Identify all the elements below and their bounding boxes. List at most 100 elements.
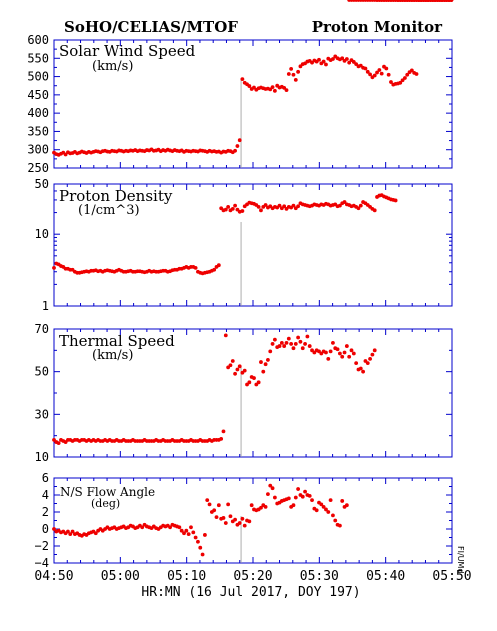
thermal-point xyxy=(370,352,375,357)
thermal-ytick-label: 30 xyxy=(35,407,49,421)
ns_angle-point xyxy=(286,496,291,501)
ns_angle-point xyxy=(333,518,338,523)
thermal-panel: Thermal Speed (km/s) 10 30 50 70 xyxy=(35,0,454,464)
density-point xyxy=(226,204,231,209)
ns_angle-point xyxy=(184,528,189,533)
ns_angle-point xyxy=(52,527,56,531)
ns_angle-point xyxy=(182,531,186,536)
ns_angle-point xyxy=(331,513,335,518)
x-tick-label: 05:20 xyxy=(233,569,272,584)
thermal-point xyxy=(261,369,266,374)
thermal-point xyxy=(328,349,333,354)
ns_angle-ytick-label: −4 xyxy=(35,556,49,570)
speed-point xyxy=(368,72,372,77)
speed-point xyxy=(405,72,410,77)
density-point xyxy=(342,200,347,204)
density-ytick-label: 1 xyxy=(42,299,49,313)
thermal-point xyxy=(277,344,282,348)
thermal-point xyxy=(268,349,273,354)
density-point xyxy=(240,209,245,213)
ns_angle-point xyxy=(221,516,226,520)
speed-point xyxy=(321,59,326,64)
speed-point xyxy=(344,57,349,61)
density-point xyxy=(291,203,296,208)
thermal-point xyxy=(282,344,287,348)
thermal-point xyxy=(303,342,307,346)
speed-point xyxy=(293,77,298,82)
thermal-point xyxy=(279,340,284,345)
ns_angle-point xyxy=(321,505,326,509)
speed-point xyxy=(363,66,368,71)
x-axis-label: HR:MN (16 Jul 2017, DOY 197) xyxy=(141,585,360,600)
ns_angle-ytick-label: 0 xyxy=(42,522,49,536)
speed-point xyxy=(389,80,393,84)
ns_angle-point xyxy=(189,525,193,530)
x-tick-label: 04:50 xyxy=(34,569,73,584)
x-tick-labels: 04:50 05:00 05:10 05:20 05:30 05:40 05:50 xyxy=(34,569,471,584)
thermal-point xyxy=(228,363,233,368)
thermal-point xyxy=(305,334,310,339)
ns_angle-point xyxy=(242,523,247,528)
density-panel-unit: (1/cm^3) xyxy=(78,203,140,218)
ns_angle-point xyxy=(266,492,270,497)
header-right-title: Proton Monitor xyxy=(312,18,443,36)
thermal-point xyxy=(293,342,298,346)
header-left-title: SoHO/CELIAS/MTOF xyxy=(64,18,238,36)
speed-point xyxy=(372,73,377,78)
thermal-point xyxy=(349,348,354,353)
ns_angle-point xyxy=(314,508,319,513)
speed-point xyxy=(409,68,414,73)
ns_angle-point xyxy=(140,525,145,530)
ns_angle-point xyxy=(200,552,205,557)
density-ytick-label: 10 xyxy=(35,227,49,241)
speed-point xyxy=(386,72,391,77)
thermal-point xyxy=(272,337,277,342)
ns_angle-point xyxy=(223,521,228,525)
thermal-point xyxy=(242,368,247,373)
speed-point xyxy=(384,66,389,71)
ns_angle-point xyxy=(228,514,233,519)
ns_angle-point xyxy=(198,545,203,550)
speed-point xyxy=(340,56,345,61)
ns_angle-point xyxy=(293,495,298,500)
thermal-point xyxy=(270,342,275,346)
ns_angle-point xyxy=(70,529,75,534)
thermal-point xyxy=(235,367,240,372)
thermal-point xyxy=(342,350,347,355)
speed-point xyxy=(365,69,370,74)
speed-point xyxy=(270,85,275,90)
density-point xyxy=(277,203,282,208)
thermal-point xyxy=(233,371,237,376)
thermal-point xyxy=(307,344,312,348)
ns_angle-ytick-label: 2 xyxy=(42,505,49,519)
speed-point xyxy=(375,70,379,75)
x-tick-label: 05:30 xyxy=(300,569,339,584)
ns-angle-panel-label: N/S Flow Angle xyxy=(60,485,155,499)
ns_angle-point xyxy=(324,507,328,512)
thermal-point xyxy=(289,342,294,346)
ns_angle-point xyxy=(326,510,331,514)
thermal-point xyxy=(368,356,372,361)
thermal-panel-unit: (km/s) xyxy=(92,348,133,363)
speed-point xyxy=(289,66,294,71)
ns_angle-point xyxy=(196,539,200,544)
thermal-point xyxy=(335,347,340,352)
density-point xyxy=(393,198,398,203)
ns_angle-point xyxy=(177,525,182,530)
x-tick-label: 05:00 xyxy=(101,569,140,584)
thermal-ytick-label: 10 xyxy=(35,450,49,464)
thermal-point xyxy=(286,336,291,341)
ns_angle-point xyxy=(233,517,237,522)
thermal-point xyxy=(266,358,270,362)
speed-ytick-label: 600 xyxy=(27,33,49,47)
density-point xyxy=(358,203,363,208)
ns_angle-point xyxy=(340,499,345,503)
speed-ytick-label: 500 xyxy=(27,70,49,84)
ns_angle-point xyxy=(193,535,198,540)
credit-label: FI/UMd xyxy=(456,546,465,574)
ns_angle-point xyxy=(205,498,210,502)
speed-point xyxy=(331,57,335,61)
ns_angle-point xyxy=(191,530,196,535)
ns_angle-point xyxy=(300,494,305,499)
